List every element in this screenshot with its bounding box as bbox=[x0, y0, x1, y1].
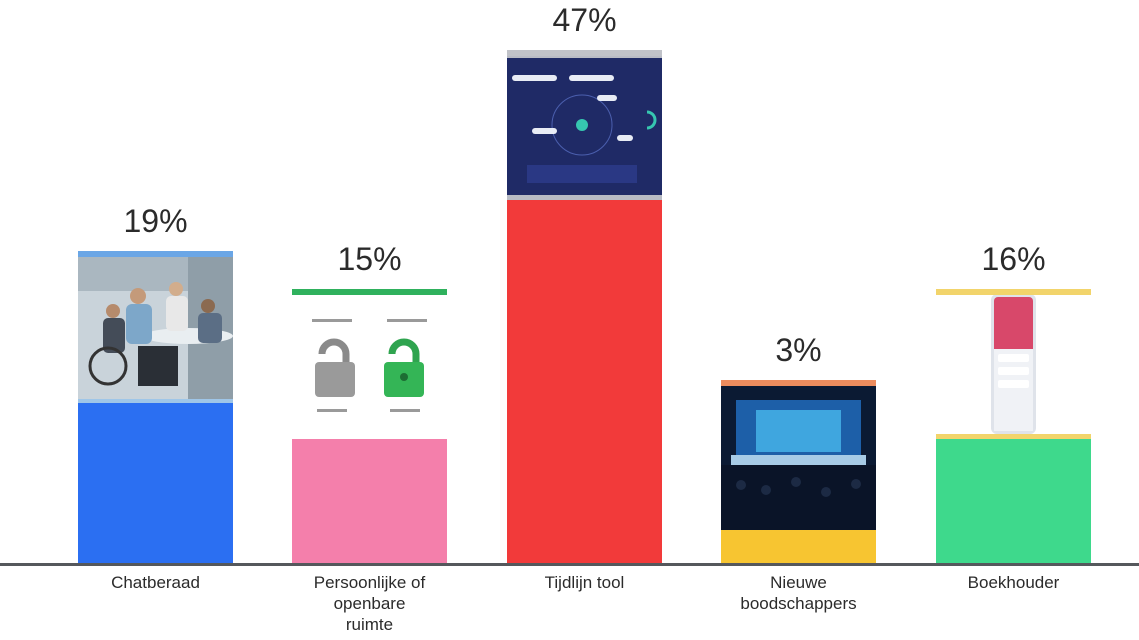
bar-top-line bbox=[721, 380, 876, 386]
theater-photo-icon bbox=[721, 380, 876, 530]
value-label: 47% bbox=[552, 2, 617, 38]
bar-top-line bbox=[78, 251, 233, 257]
category-label: Chatberaad bbox=[111, 573, 200, 592]
value-label: 19% bbox=[123, 203, 188, 239]
bar-3 bbox=[507, 50, 662, 563]
bar-top-line bbox=[936, 289, 1091, 295]
meeting-photo-icon bbox=[78, 251, 233, 403]
bar-4 bbox=[721, 380, 876, 563]
category-label: Persoonlijke of openbare ruimte bbox=[313, 573, 426, 634]
value-label: 15% bbox=[337, 241, 402, 277]
bar-1 bbox=[78, 251, 233, 563]
timeline-screenshot-icon bbox=[507, 50, 662, 200]
bar-5 bbox=[936, 289, 1091, 563]
lock-illustration-icon bbox=[292, 289, 447, 439]
bar-top-line bbox=[507, 50, 662, 56]
bar-2 bbox=[292, 289, 447, 563]
value-label: 16% bbox=[981, 241, 1046, 277]
category-label: Nieuwe boodschappers bbox=[740, 573, 857, 613]
category-label: Tijdlijn tool bbox=[544, 573, 625, 592]
phone-screenshot-icon bbox=[936, 289, 1091, 439]
category-label: Boekhouder bbox=[967, 573, 1060, 592]
value-label: 3% bbox=[775, 332, 822, 368]
x-axis-line bbox=[0, 563, 1139, 566]
bar-top-line bbox=[292, 289, 447, 295]
